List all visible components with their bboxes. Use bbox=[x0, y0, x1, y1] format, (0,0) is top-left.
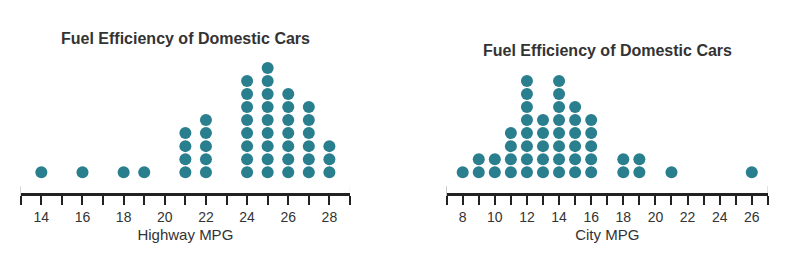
svg-text:26: 26 bbox=[744, 209, 760, 225]
svg-text:10: 10 bbox=[487, 209, 503, 225]
svg-text:Fuel Efficiency of Domestic Ca: Fuel Efficiency of Domestic Cars bbox=[61, 30, 310, 47]
svg-text:20: 20 bbox=[157, 209, 173, 225]
svg-text:26: 26 bbox=[280, 209, 296, 225]
svg-text:City MPG: City MPG bbox=[575, 226, 639, 243]
svg-text:28: 28 bbox=[322, 209, 338, 225]
svg-text:22: 22 bbox=[198, 209, 214, 225]
svg-text:8: 8 bbox=[459, 209, 467, 225]
svg-text:16: 16 bbox=[583, 209, 599, 225]
svg-text:18: 18 bbox=[116, 209, 132, 225]
svg-text:24: 24 bbox=[712, 209, 728, 225]
svg-text:16: 16 bbox=[75, 209, 91, 225]
svg-text:22: 22 bbox=[680, 209, 696, 225]
svg-text:Fuel Efficiency of Domestic Ca: Fuel Efficiency of Domestic Cars bbox=[483, 42, 732, 59]
svg-text:14: 14 bbox=[551, 209, 567, 225]
svg-text:18: 18 bbox=[616, 209, 632, 225]
svg-text:12: 12 bbox=[519, 209, 535, 225]
svg-text:20: 20 bbox=[648, 209, 664, 225]
svg-text:24: 24 bbox=[239, 209, 255, 225]
svg-text:14: 14 bbox=[34, 209, 50, 225]
svg-text:Highway MPG: Highway MPG bbox=[137, 226, 233, 243]
